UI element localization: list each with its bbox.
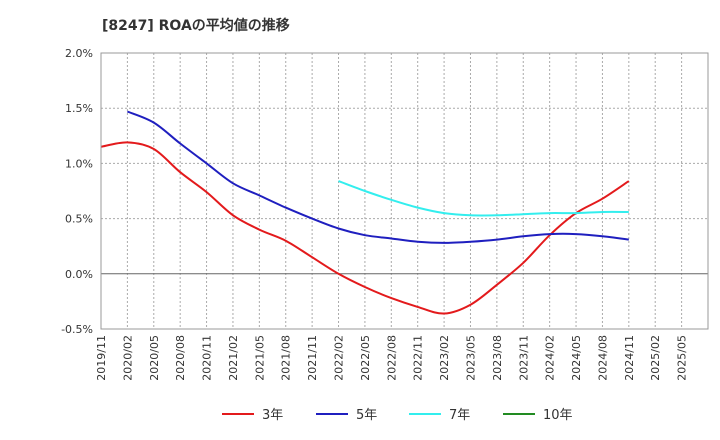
- legend: 3年 5年 7年 10年: [222, 408, 573, 423]
- x-tick-label: 2020/11: [201, 335, 214, 381]
- legend-label: 5年: [356, 408, 377, 423]
- x-tick-label: 2024/02: [544, 335, 557, 381]
- x-tick-label: 2021/08: [280, 335, 293, 381]
- x-tick-label: 2025/05: [676, 335, 689, 381]
- plot-area: [101, 53, 708, 329]
- x-tick-label: 2024/11: [623, 335, 636, 381]
- legend-label: 7年: [449, 408, 470, 423]
- series-line-3: [338, 180, 629, 217]
- x-tick-label: 2020/08: [174, 335, 187, 381]
- x-axis: 2019/11 2020/02 2020/05 2020/08 2020/11 2021/…: [95, 335, 689, 381]
- x-tick-label: 2023/05: [464, 335, 477, 381]
- y-tick-label: 0.5%: [65, 213, 93, 226]
- series-line-2: [127, 110, 629, 244]
- x-tick-label: 2020/05: [148, 335, 161, 381]
- x-tick-label: 2019/11: [95, 335, 108, 381]
- x-tick-label: 2022/08: [385, 335, 398, 381]
- y-tick-label: 0.0%: [65, 268, 93, 281]
- chart-title: [8247] ROAの平均値の推移: [102, 17, 290, 34]
- x-tick-label: 2024/08: [596, 335, 609, 381]
- legend-label: 10年: [543, 408, 573, 423]
- y-tick-label: -0.5%: [61, 323, 93, 336]
- x-tick-label: 2020/02: [121, 335, 134, 381]
- legend-label: 3年: [262, 408, 283, 423]
- series-layer: [100, 110, 630, 315]
- y-tick-label: 2.0%: [65, 47, 93, 60]
- y-tick-label: 1.0%: [65, 157, 93, 170]
- x-tick-label: 2022/11: [412, 335, 425, 381]
- x-tick-label: 2023/11: [517, 335, 530, 381]
- y-tick-label: 1.5%: [65, 102, 93, 115]
- x-tick-label: 2022/05: [359, 335, 372, 381]
- x-tick-label: 2024/05: [570, 335, 583, 381]
- x-tick-label: 2025/02: [649, 335, 662, 381]
- series-line-1: [100, 141, 630, 315]
- x-tick-label: 2023/02: [438, 335, 451, 381]
- x-tick-label: 2022/02: [333, 335, 346, 381]
- y-axis: 2.0% 1.5% 1.0% 0.5% 0.0% -0.5%: [61, 47, 93, 336]
- plot-border: [100, 52, 709, 330]
- x-tick-label: 2023/08: [491, 335, 504, 381]
- x-tick-label: 2021/11: [306, 335, 319, 381]
- x-tick-label: 2021/05: [253, 335, 266, 381]
- grid: [101, 53, 708, 329]
- x-tick-label: 2021/02: [227, 335, 240, 381]
